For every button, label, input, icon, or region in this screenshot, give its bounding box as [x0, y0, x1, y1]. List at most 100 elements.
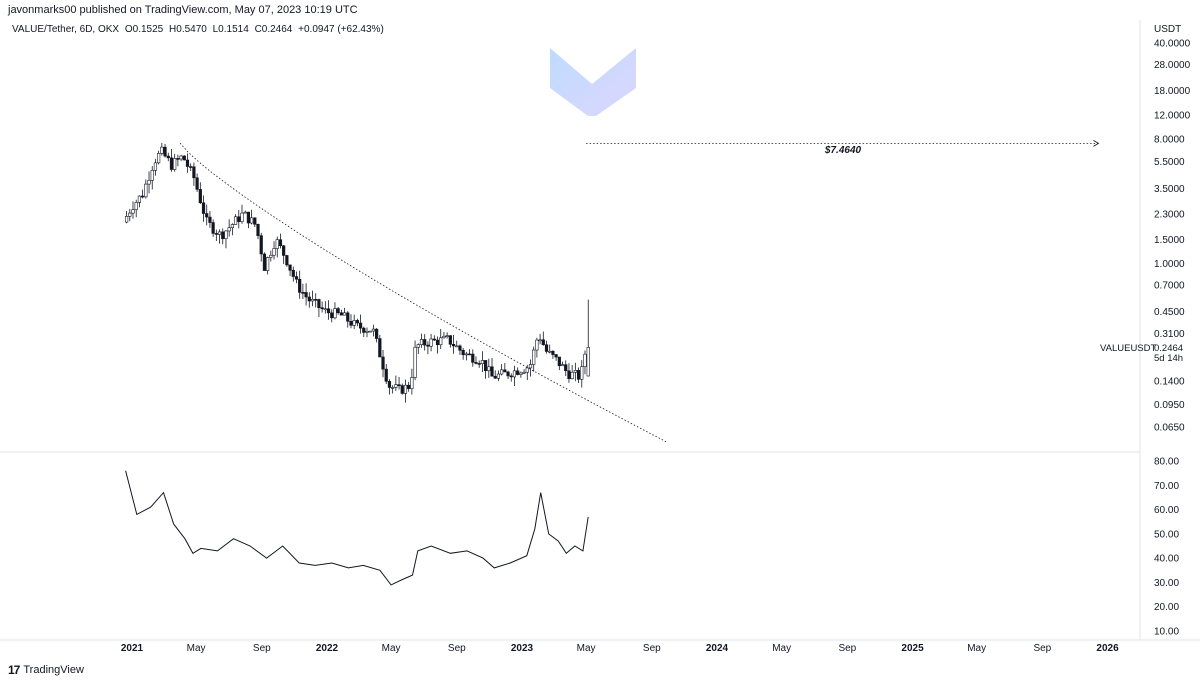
candle-body: [554, 354, 558, 358]
candle-body: [538, 339, 542, 342]
price-axis[interactable]: 40.0000 28.0000 18.0000 12.0000 8.0000 5.5000…: [1154, 39, 1191, 434]
last-price-countdown: 5d 14h: [1154, 353, 1183, 364]
time-axis[interactable]: 2021 May Sep 2022 May Sep 2023 May Sep 2024 May Sep…: [121, 643, 1119, 654]
time-tick-label: May: [187, 643, 206, 654]
candle-body: [304, 292, 308, 298]
candle-body: [157, 153, 161, 164]
candle-body: [141, 195, 145, 198]
price-tick-label: 12.0000: [1154, 110, 1191, 121]
indicator-tick-label: 10.00: [1154, 627, 1179, 638]
candle-body: [448, 335, 452, 345]
candle-body: [307, 296, 311, 302]
publisher-caption: javonmarks00 published on TradingView.co…: [8, 4, 358, 16]
candle-body: [525, 367, 529, 373]
candle-body: [541, 339, 545, 346]
candle-body: [397, 384, 401, 386]
candle-body: [269, 254, 273, 258]
candle-body: [144, 183, 148, 198]
candle-body: [333, 308, 337, 319]
candle-body: [474, 362, 478, 364]
candle-body: [487, 366, 491, 372]
candle-body: [278, 239, 283, 247]
time-tick-label: 2025: [901, 643, 924, 654]
time-tick-label: May: [772, 643, 791, 654]
last-price-value: 0.2464: [1154, 343, 1183, 354]
candle-body: [371, 328, 376, 332]
indicator-line: [125, 470, 589, 586]
legend-symbol[interactable]: VALUE/Tether, 6D, OKX: [12, 24, 120, 35]
time-tick-label: Sep: [838, 643, 856, 654]
price-tick-label: 2.3000: [1154, 209, 1185, 220]
tradingview-brand: TradingView: [23, 664, 84, 676]
candle-body: [573, 370, 577, 373]
candlestick-series: [124, 142, 590, 403]
candle-body: [227, 227, 231, 232]
candle-body: [435, 339, 440, 346]
candle-body: [291, 269, 295, 277]
time-tick-label: 2022: [316, 643, 339, 654]
candle-body: [535, 339, 539, 351]
candle-body: [266, 257, 270, 271]
price-tick-label: 0.4500: [1154, 307, 1185, 318]
candle-body: [384, 368, 388, 382]
time-tick-label: 2024: [706, 643, 729, 654]
candle-body: [349, 321, 353, 326]
price-tick-label: 18.0000: [1154, 86, 1191, 97]
candle-body: [496, 373, 501, 379]
last-price-tag: VALUEUSDT 0.2464 5d 14h: [1100, 343, 1183, 364]
candle-body: [173, 158, 177, 170]
candle-body: [464, 353, 468, 356]
indicator-tick-label: 20.00: [1154, 602, 1179, 613]
time-tick-label: Sep: [1033, 643, 1051, 654]
candle-body: [426, 344, 430, 347]
time-tick-label: Sep: [253, 643, 271, 654]
candle-body: [330, 312, 334, 319]
indicator-tick-label: 40.00: [1154, 554, 1179, 565]
candle-body: [403, 384, 408, 394]
candle-body: [490, 366, 494, 377]
time-tick-label: 2021: [121, 643, 144, 654]
candle-body: [240, 212, 244, 222]
candle-body: [471, 353, 475, 363]
candle-body: [451, 343, 456, 347]
target-arrow-icon: [1093, 140, 1100, 147]
candle-body: [285, 255, 289, 266]
candle-body: [211, 222, 215, 234]
candle-body: [586, 347, 590, 377]
price-tick-label: 3.5000: [1154, 184, 1185, 195]
candle-body: [387, 381, 392, 388]
candle-body: [205, 213, 209, 218]
candle-body: [506, 371, 510, 377]
candle-body: [217, 231, 222, 235]
watermark-logo-icon: [550, 48, 636, 116]
indicator-tick-label: 60.00: [1154, 505, 1179, 516]
price-unit-label: USDT: [1154, 24, 1182, 35]
price-tick-label: 1.0000: [1154, 259, 1185, 270]
last-price-symbol: VALUEUSDT: [1100, 343, 1157, 354]
time-tick-label: May: [382, 643, 401, 654]
candle-body: [410, 377, 414, 389]
candle-body: [176, 158, 180, 160]
candle-body: [150, 170, 154, 181]
candle-body: [301, 292, 305, 294]
candle-body: [378, 338, 382, 358]
tradingview-footer[interactable]: 17 TradingView: [8, 663, 84, 677]
candle-body: [544, 344, 549, 352]
time-tick-label: 2023: [511, 643, 534, 654]
candle-body: [230, 224, 234, 229]
candle-body: [317, 299, 321, 308]
candle-body: [564, 364, 568, 372]
candle-body: [407, 384, 411, 389]
candle-body: [208, 216, 212, 223]
candle-body: [233, 216, 238, 225]
time-tick-label: 2026: [1096, 643, 1119, 654]
candle-body: [391, 387, 395, 389]
candle-body: [339, 312, 343, 316]
candle-body: [160, 146, 164, 154]
indicator-axis[interactable]: 80.00 70.00 60.00 50.00 40.00 30.00 20.00 10.00: [1154, 457, 1179, 638]
time-tick-label: May: [577, 643, 596, 654]
drawing-layer: [179, 140, 1100, 444]
candle-body: [368, 330, 372, 333]
candle-body: [310, 299, 315, 302]
